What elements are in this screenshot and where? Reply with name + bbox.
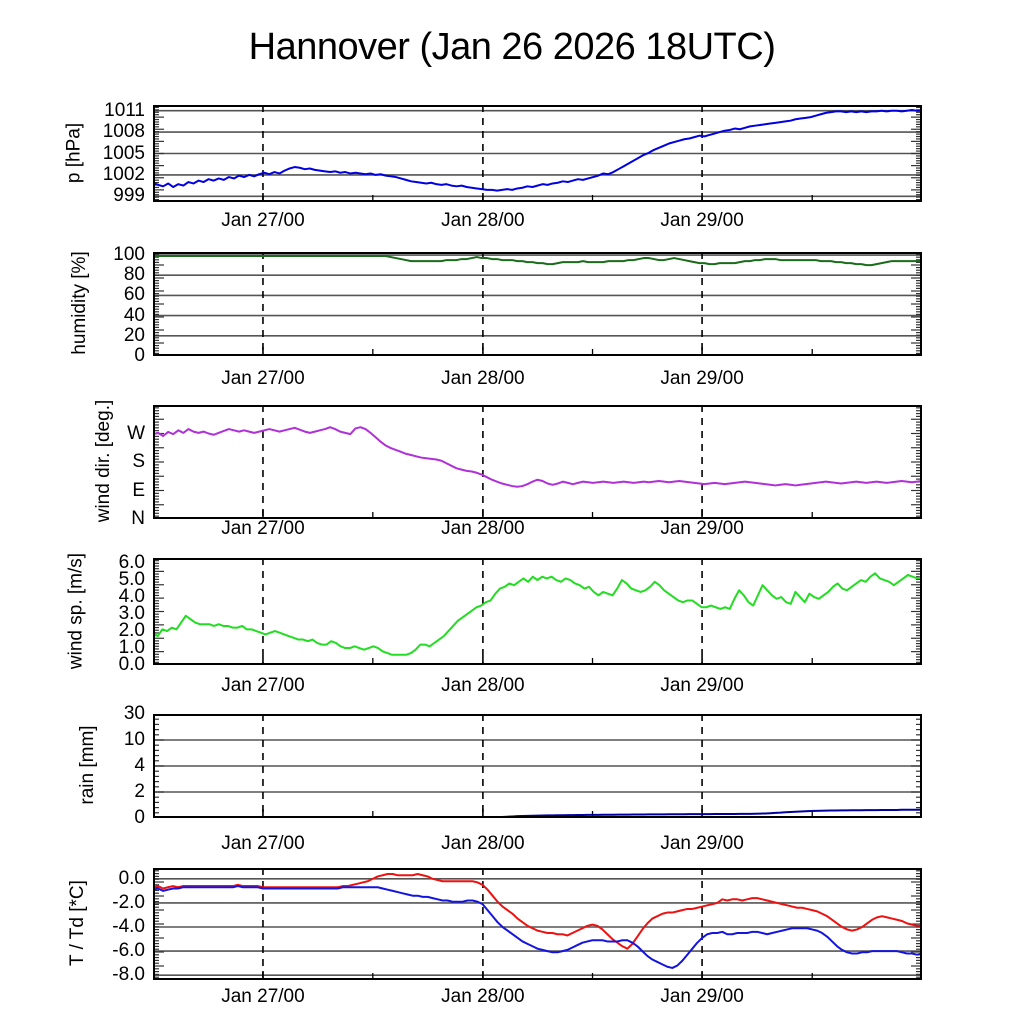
plot-canvas-rain [153, 714, 922, 818]
y-tick-label: S [132, 451, 145, 472]
plot-canvas-wind_speed [153, 558, 922, 665]
y-tick-label: 4 [134, 755, 145, 776]
y-tick-label: 2.0 [118, 620, 145, 642]
x-tick-label: Jan 27/00 [221, 833, 305, 854]
y-tick-label: 5.0 [118, 569, 145, 591]
y-tick-label: 40 [123, 304, 145, 326]
y-tick-label: 1.0 [118, 637, 145, 659]
series-accumulated-rain [153, 810, 922, 818]
x-tick-label: Jan 27/00 [221, 518, 305, 539]
plot-canvas-humidity [153, 252, 922, 356]
plot-canvas-pressure [153, 105, 922, 202]
y-tick-label: 0.0 [118, 867, 145, 889]
x-tick-label: Jan 28/00 [441, 368, 525, 389]
plot-canvas-wind_dir [153, 405, 922, 519]
page-title: Hannover (Jan 26 2026 18UTC) [248, 26, 776, 68]
plot-wind_dir [153, 405, 922, 519]
y-tick-label: 30 [123, 703, 145, 724]
y-tick-label: 2 [134, 781, 145, 802]
y-tick-label: 10 [123, 729, 145, 750]
y-tick-label: 60 [123, 284, 145, 306]
series-relative-humidity [153, 256, 922, 265]
x-tick-label: Jan 28/00 [441, 210, 525, 231]
x-tick-label: Jan 28/00 [441, 675, 525, 696]
y-tick-label: E [132, 479, 145, 501]
y-tick-label: 1005 [102, 142, 145, 164]
x-tick-label: Jan 28/00 [441, 833, 525, 854]
plot-rain [153, 714, 922, 818]
x-tick-label: Jan 29/00 [660, 518, 744, 539]
y-tick-label: 20 [123, 324, 145, 346]
y-tick-label: 0 [134, 345, 145, 366]
y-tick-label: 3.0 [118, 603, 145, 625]
x-tick-label: Jan 29/00 [660, 833, 744, 854]
x-tick-label: Jan 29/00 [660, 210, 744, 231]
y-tick-label: W [127, 422, 145, 444]
series-Td [153, 886, 922, 968]
y-tick-label: -4.0 [112, 916, 145, 937]
y-tick-label: 6.0 [118, 552, 145, 574]
series-wind-speed [153, 573, 922, 655]
series-pressure [153, 110, 922, 191]
y-tick-label: 999 [113, 185, 145, 207]
y-tick-label: 0.0 [118, 654, 145, 675]
x-tick-label: Jan 29/00 [660, 986, 744, 1007]
plot-wind_speed [153, 558, 922, 665]
plot-humidity [153, 252, 922, 356]
y-tick-label: -2.0 [112, 891, 145, 913]
y-tick-label: 0 [134, 807, 145, 828]
y-tick-label: -8.0 [112, 964, 145, 986]
y-tick-label: N [131, 508, 145, 529]
y-tick-label: 4.0 [118, 586, 145, 608]
x-tick-label: Jan 27/00 [221, 986, 305, 1007]
x-tick-label: Jan 27/00 [221, 675, 305, 696]
series-T [153, 874, 922, 949]
y-tick-label: 1008 [102, 121, 145, 143]
plot-canvas-temperature [153, 868, 922, 980]
y-tick-label: 100 [113, 244, 145, 266]
x-tick-label: Jan 27/00 [221, 210, 305, 231]
y-tick-label: -6.0 [112, 940, 145, 962]
x-tick-label: Jan 27/00 [221, 368, 305, 389]
plot-pressure [153, 105, 922, 202]
x-tick-label: Jan 28/00 [441, 986, 525, 1007]
y-tick-label: 80 [123, 264, 145, 286]
y-tick-label: 1011 [104, 99, 145, 121]
plot-temperature [153, 868, 922, 980]
y-tick-label: 1002 [102, 163, 145, 185]
x-tick-label: Jan 29/00 [660, 368, 744, 389]
x-tick-label: Jan 29/00 [660, 675, 744, 696]
series-wind-direction [153, 427, 922, 487]
x-tick-label: Jan 28/00 [441, 518, 525, 539]
